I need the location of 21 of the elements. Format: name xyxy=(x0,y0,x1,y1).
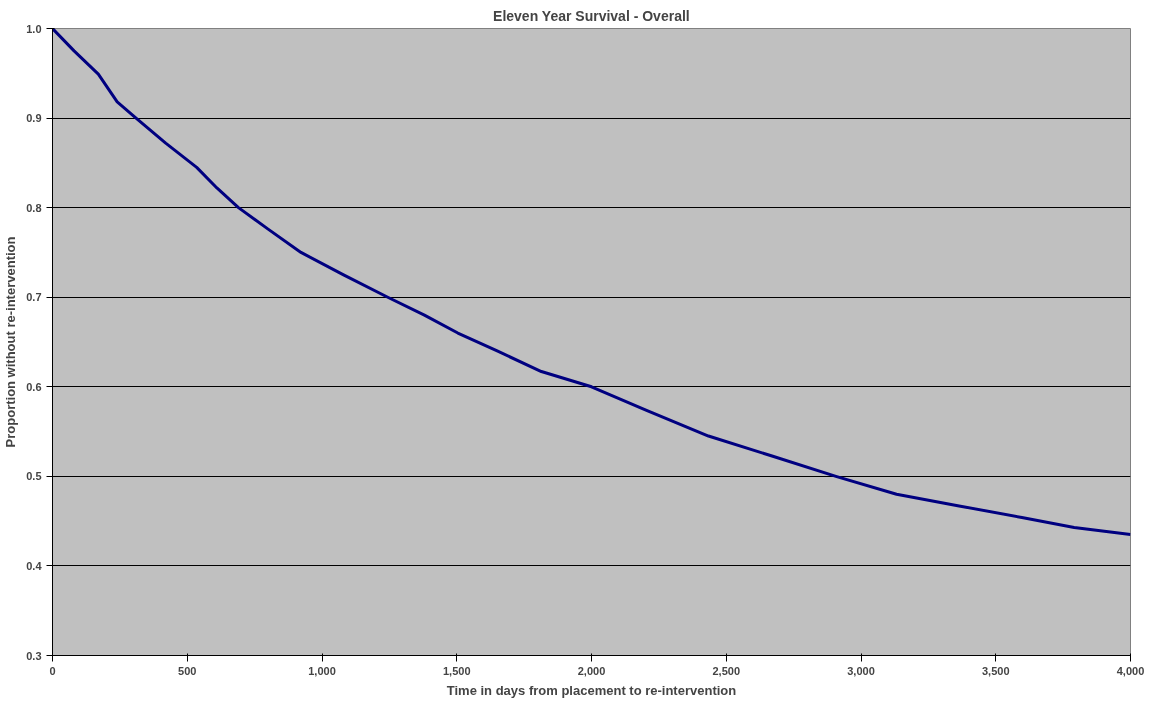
y-tick-label: 1.0 xyxy=(26,22,42,35)
x-tick-label: 500 xyxy=(178,664,197,677)
x-tick-label: 1,500 xyxy=(442,664,471,677)
x-tick-label: 1,000 xyxy=(308,664,336,677)
y-tick-label: 0.4 xyxy=(26,559,43,572)
y-tick-label: 0.3 xyxy=(26,649,42,662)
y-tick-label: 0.5 xyxy=(26,470,42,483)
y-tick-label: 0.6 xyxy=(26,380,42,393)
x-tick-label: 3,500 xyxy=(981,664,1010,677)
y-tick-label: 0.9 xyxy=(26,112,42,125)
x-axis-title: Time in days from placement to re-intervention xyxy=(446,682,737,698)
line-series xyxy=(52,28,1131,537)
x-tick-label: 4,000 xyxy=(1116,664,1145,677)
y-tick-label: 0.7 xyxy=(26,291,42,304)
chart-title: Eleven Year Survival - Overall xyxy=(493,7,690,24)
y-axis-title: Proportion without re-intervention xyxy=(3,236,19,448)
x-tick-label: 2,000 xyxy=(577,664,606,677)
x-tick-label: 0 xyxy=(49,664,56,677)
y-tick-label: 0.8 xyxy=(26,201,42,214)
x-tick-label: 2,500 xyxy=(712,664,741,677)
x-tick-label: 3,000 xyxy=(847,664,875,677)
